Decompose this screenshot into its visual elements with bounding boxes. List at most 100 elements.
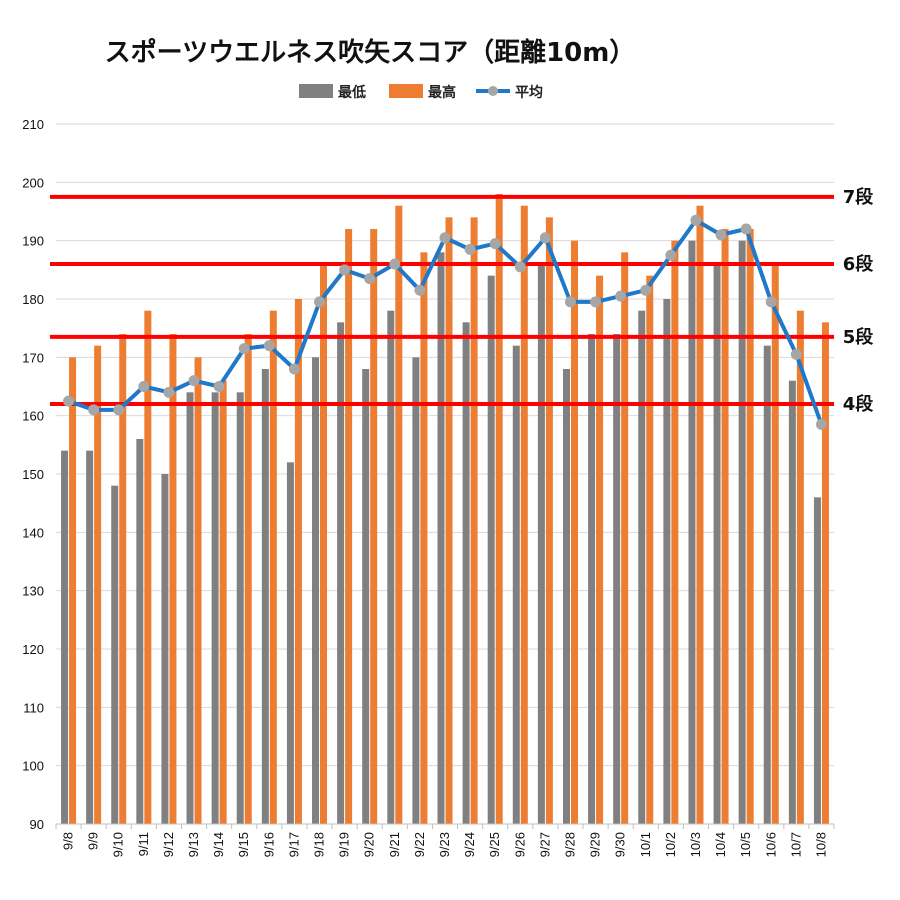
- bar-min: [136, 439, 144, 824]
- bar-max: [345, 229, 353, 824]
- bar-max: [470, 217, 478, 825]
- bar-min: [61, 450, 69, 824]
- bar-min: [161, 474, 169, 824]
- rank-label: 6段: [843, 253, 875, 275]
- average-point: [238, 343, 250, 355]
- bar-max: [570, 240, 578, 824]
- x-tick-label: 9/9: [86, 832, 101, 850]
- x-tick-label: 10/6: [763, 832, 778, 857]
- bar-min: [588, 334, 596, 824]
- rank-label: 5段: [843, 326, 875, 348]
- x-tick-label: 9/15: [236, 832, 251, 857]
- x-tick-label: 9/22: [412, 832, 427, 857]
- bar-min: [613, 334, 621, 824]
- average-point: [63, 395, 75, 407]
- rank-label: 7段: [843, 186, 875, 208]
- legend-swatch-min: [299, 84, 333, 98]
- average-point: [213, 381, 225, 392]
- bar-min: [286, 462, 294, 824]
- y-tick-label: 210: [22, 117, 44, 132]
- average-point: [339, 264, 351, 276]
- bar-max: [269, 310, 277, 825]
- bar-min: [738, 240, 746, 824]
- average-series-line: [67, 218, 824, 426]
- x-tick-label: 9/16: [261, 832, 276, 857]
- average-point: [414, 284, 426, 296]
- x-tick-label: 9/23: [437, 832, 452, 857]
- x-tick-label: 10/4: [713, 832, 728, 857]
- bar-max: [69, 357, 77, 824]
- x-tick-label: 9/21: [387, 832, 402, 857]
- y-tick-label: 120: [22, 642, 44, 657]
- y-tick-label: 150: [22, 467, 44, 482]
- bar-min: [362, 369, 370, 824]
- x-tick-label: 9/29: [588, 832, 603, 857]
- chart-title: スポーツウエルネス吹矢スコア（距離10m）: [105, 37, 636, 68]
- x-tick-label: 9/8: [61, 832, 76, 850]
- y-tick-label: 190: [22, 234, 44, 249]
- legend-label-max: 最高: [428, 84, 456, 101]
- bar-min: [437, 252, 445, 825]
- x-tick-label: 9/30: [613, 832, 628, 857]
- bar-max: [771, 264, 779, 824]
- y-tick-label: 110: [23, 700, 44, 715]
- bar-min: [412, 357, 420, 824]
- bar-min: [813, 497, 821, 824]
- bar-min: [86, 450, 94, 824]
- x-tick-label: 9/27: [537, 832, 552, 857]
- x-tick-label: 9/13: [186, 832, 201, 857]
- bar-max: [746, 229, 754, 824]
- average-point: [113, 404, 125, 416]
- bar-max: [445, 217, 453, 825]
- average-line: [63, 214, 827, 430]
- x-tick-label: 10/1: [638, 832, 653, 857]
- x-tick-label: 10/7: [788, 832, 803, 857]
- x-tick-label: 9/11: [136, 832, 151, 856]
- legend: 最低 最高 平均: [299, 84, 543, 101]
- gridlines: [56, 123, 834, 767]
- bar-max: [821, 322, 829, 824]
- bar-max: [545, 217, 553, 825]
- legend-swatch-max: [389, 84, 423, 98]
- average-point: [439, 232, 451, 244]
- x-tick-label: 9/24: [462, 832, 477, 857]
- x-tick-label: 9/18: [312, 832, 327, 857]
- average-point: [464, 243, 476, 255]
- bar-max: [169, 334, 177, 824]
- average-point: [188, 375, 200, 387]
- x-tick-label: 9/26: [512, 832, 527, 857]
- bar-max: [144, 310, 152, 825]
- x-tick-label: 9/20: [362, 832, 377, 857]
- average-point: [314, 296, 326, 308]
- bar-max: [495, 194, 503, 824]
- bar-max: [395, 205, 403, 824]
- average-point: [765, 296, 777, 308]
- bar-min: [562, 369, 570, 824]
- bar-max: [294, 299, 302, 824]
- bar-max: [320, 264, 328, 824]
- bar-max: [721, 229, 729, 824]
- bar-min: [387, 310, 395, 825]
- bar-min: [261, 369, 269, 824]
- bar-min: [312, 357, 320, 824]
- average-point: [514, 261, 526, 273]
- bar-max: [94, 345, 102, 824]
- bar-max: [244, 334, 252, 824]
- average-point: [790, 348, 802, 360]
- bar-max: [696, 205, 704, 824]
- rank-lines: 7段 6段 5段 4段: [50, 186, 874, 415]
- bar-max: [420, 252, 428, 825]
- average-point: [640, 284, 652, 296]
- x-axis: [55, 823, 835, 829]
- bar-max: [621, 252, 629, 825]
- x-tick-label: 10/8: [813, 832, 828, 857]
- bar-max: [194, 357, 202, 824]
- x-tick-label: 9/28: [562, 832, 577, 857]
- y-tick-label: 200: [22, 175, 44, 190]
- x-tick-label: 10/5: [738, 832, 753, 857]
- bar-min: [111, 485, 119, 824]
- bar-max: [119, 334, 127, 824]
- x-tick-label: 9/25: [487, 832, 502, 857]
- bar-min: [688, 240, 696, 824]
